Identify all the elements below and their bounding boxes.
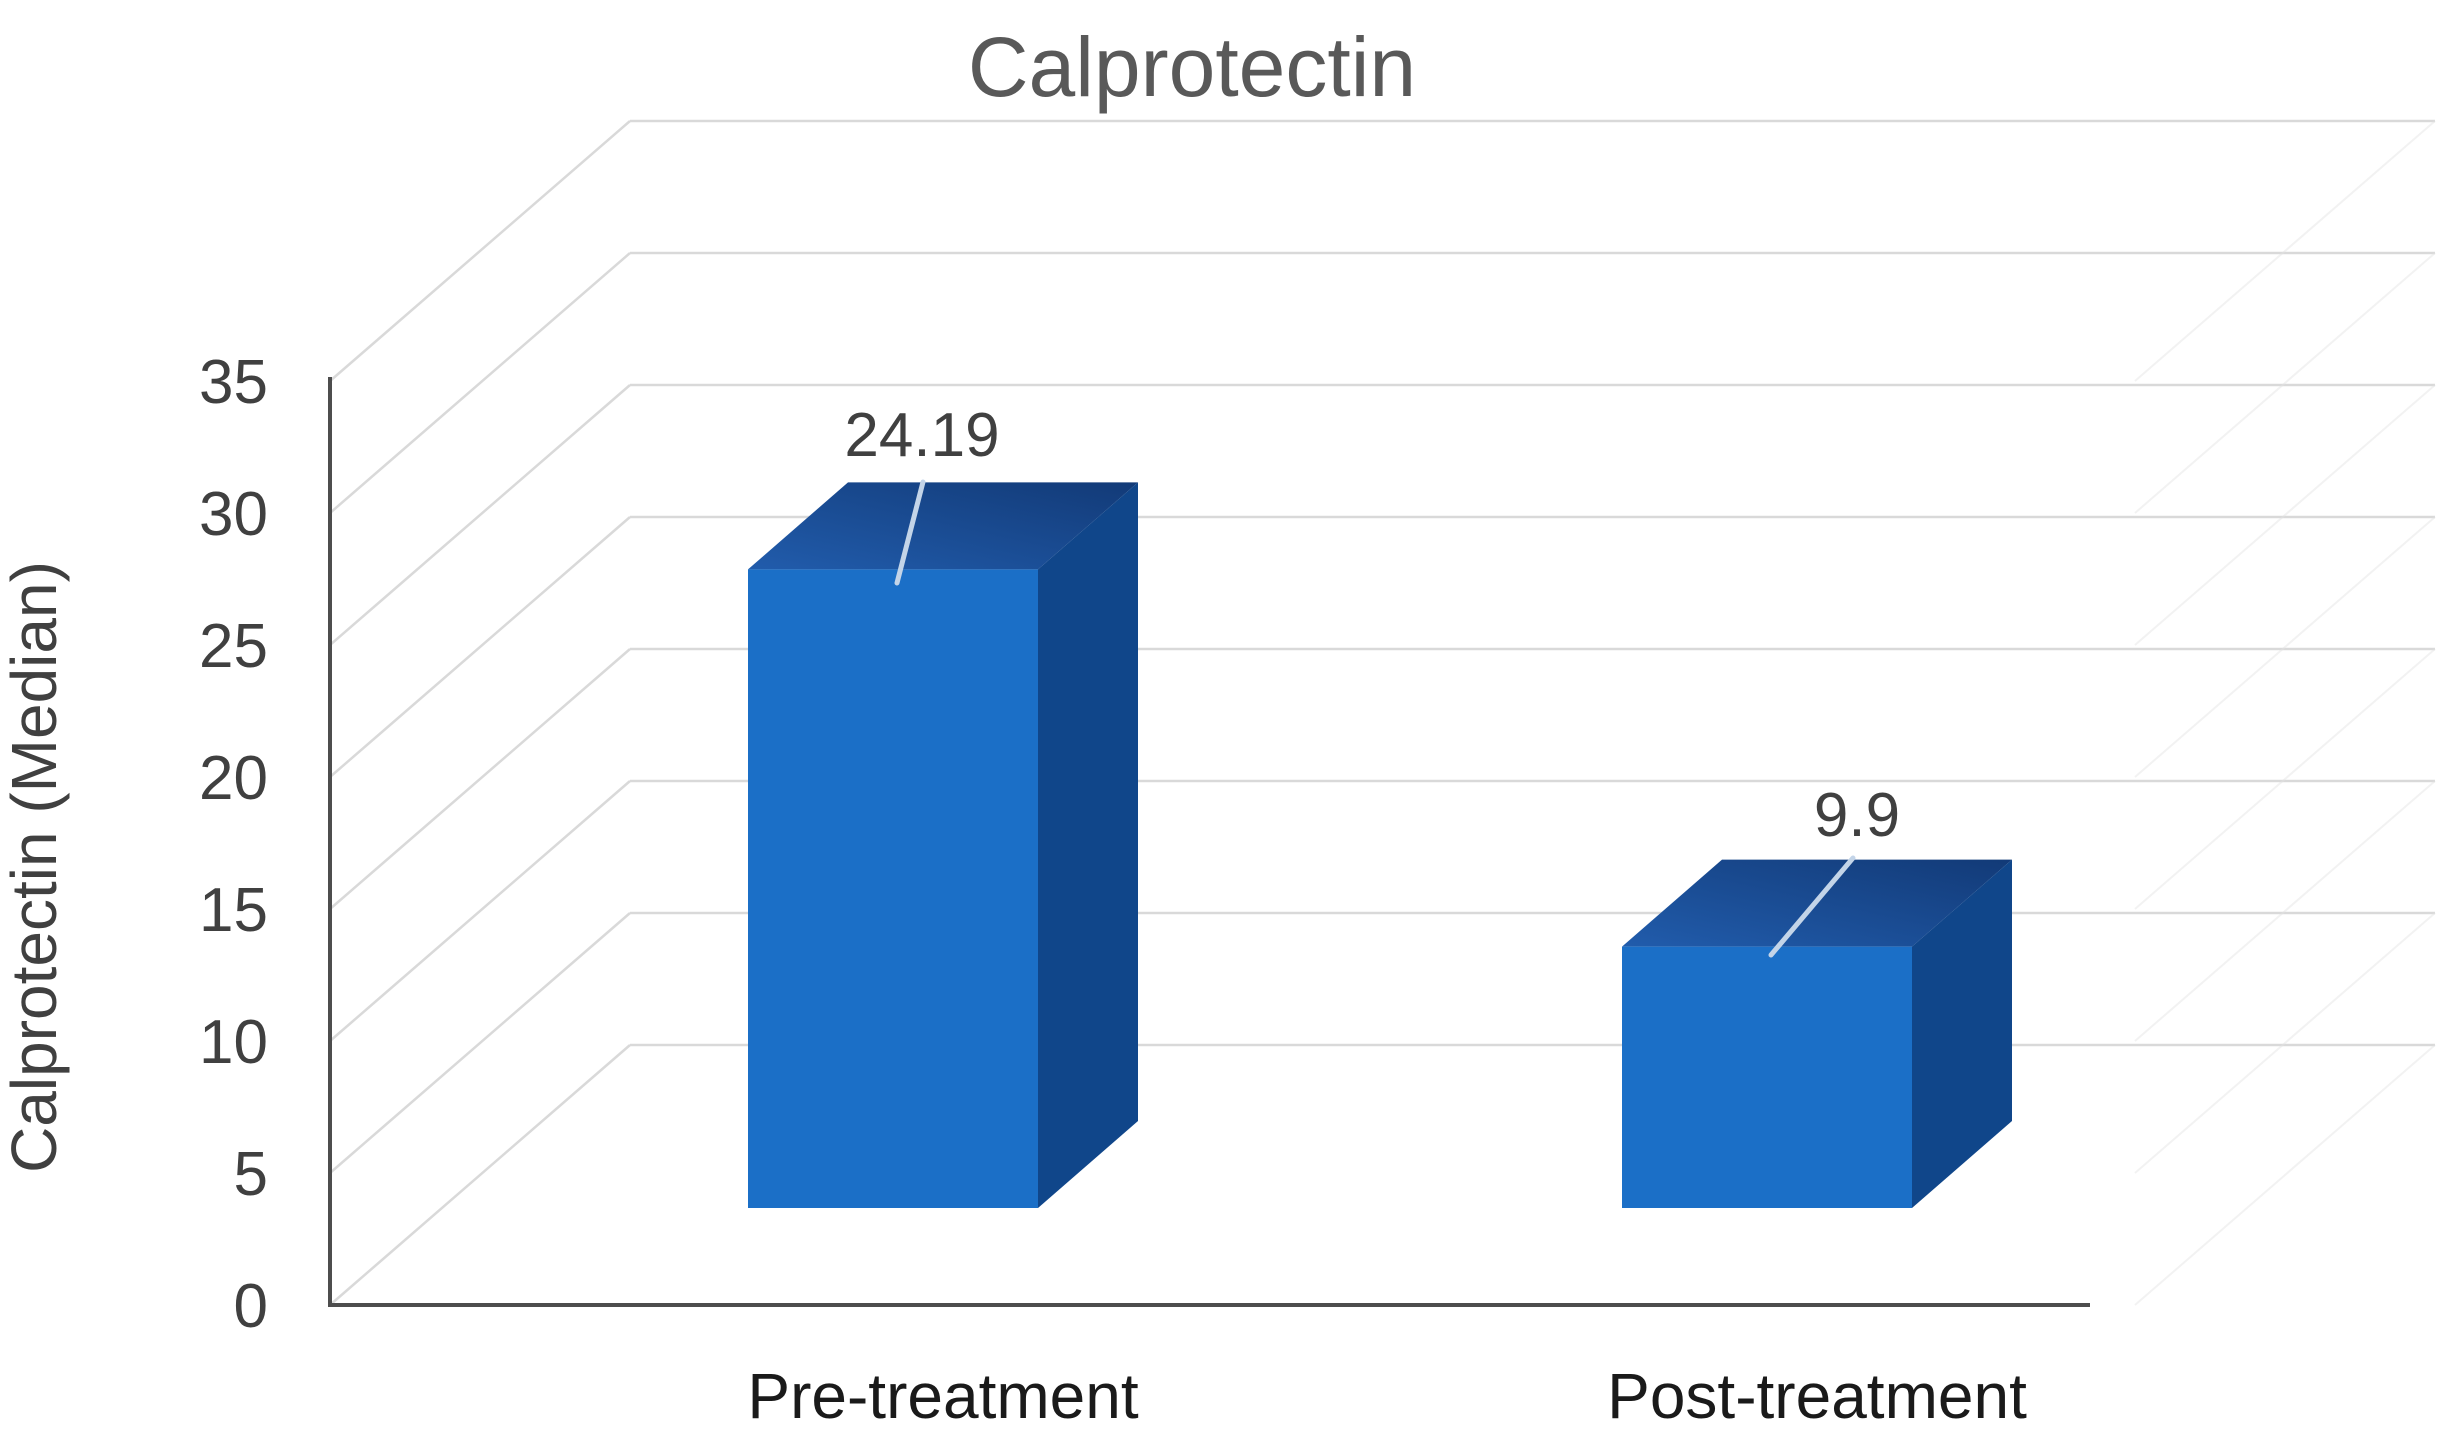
y-tick-label-25: 25 <box>199 612 268 681</box>
gridline-side-0 <box>2134 1044 2436 1306</box>
gridline-side-5 <box>2134 912 2436 1174</box>
leader-line-post-treatment <box>1768 855 1856 958</box>
back-wall-gridlines <box>329 119 2435 1306</box>
data-label-leader-lines <box>894 479 1856 958</box>
bars <box>748 482 2012 1208</box>
gridline-depth-20 <box>329 516 631 778</box>
y-tick-label-30: 30 <box>199 480 268 549</box>
y-axis-title: Calprotectin (Median) <box>0 561 70 1173</box>
y-tick-labels: 0 5 10 15 20 25 30 35 <box>199 348 268 1341</box>
gridline-side-25 <box>2134 384 2436 646</box>
bar-pre-treatment <box>748 482 1138 1208</box>
gridline-side-20 <box>2134 516 2436 778</box>
y-tick-label-35: 35 <box>199 348 268 417</box>
y-tick-label-10: 10 <box>199 1008 268 1077</box>
gridline-depth-30 <box>329 252 631 514</box>
data-label-post-treatment: 9.9 <box>1814 781 1900 850</box>
gridline-depth-15 <box>329 648 631 910</box>
bar-post-treatment <box>1622 859 2012 1208</box>
leader-line-pre-treatment <box>894 479 926 586</box>
bar-side-face <box>1038 482 1138 1208</box>
gridline-depth-0 <box>329 1044 631 1306</box>
side-wall-gridlines <box>2134 120 2436 1306</box>
bar-front-face <box>1622 946 1912 1208</box>
gridline-side-30 <box>2134 252 2436 514</box>
y-tick-label-20: 20 <box>199 744 268 813</box>
axis-lines <box>328 377 2090 1307</box>
y-tick-label-0: 0 <box>234 1272 268 1341</box>
category-labels: Pre-treatment Post-treatment <box>747 1360 2027 1432</box>
gridline-side-15 <box>2134 648 2436 910</box>
y-tick-label-15: 15 <box>199 876 268 945</box>
bar-front-face <box>748 569 1038 1208</box>
gridline-side-35 <box>2134 120 2436 382</box>
bar-side-face <box>1912 859 2012 1208</box>
category-label-pre-treatment: Pre-treatment <box>747 1360 1138 1432</box>
chart-title: Calprotectin <box>968 20 1416 114</box>
bar-top-face <box>748 482 1138 570</box>
data-label-pre-treatment: 24.19 <box>844 401 999 470</box>
gridline-depth-10 <box>329 780 631 1042</box>
y-tick-label-5: 5 <box>234 1140 268 1209</box>
gridline-side-10 <box>2134 780 2436 1042</box>
category-label-post-treatment: Post-treatment <box>1607 1360 2027 1432</box>
gridline-depth-35 <box>329 120 631 382</box>
gridline-depth-5 <box>329 912 631 1174</box>
gridline-depth-25 <box>329 384 631 646</box>
data-labels: 24.19 9.9 <box>844 401 1900 850</box>
